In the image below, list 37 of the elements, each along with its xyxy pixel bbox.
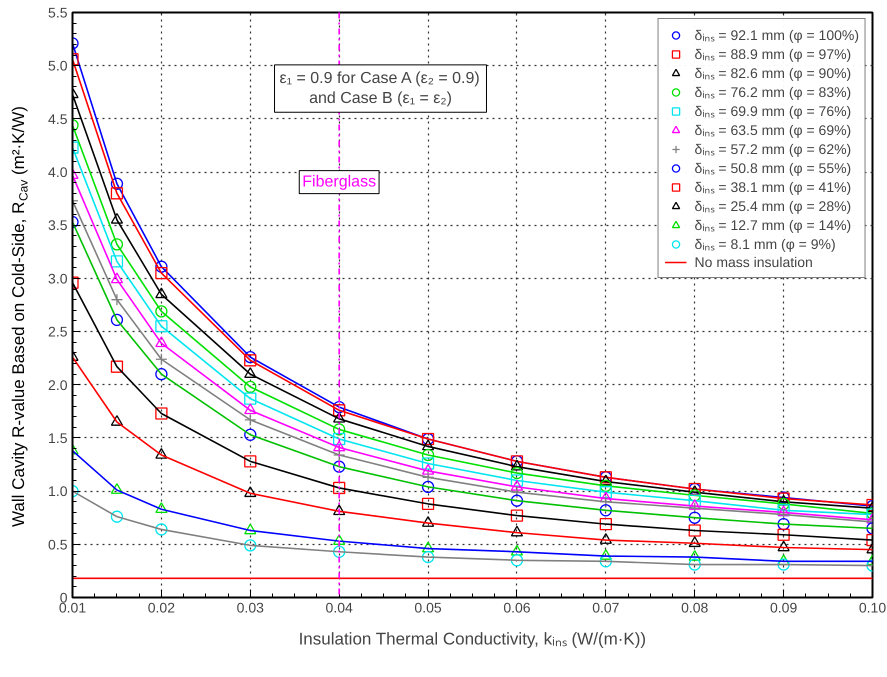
y-tick-label: 1.0 (48, 483, 68, 500)
x-tick-label: 0.10 (858, 600, 886, 616)
legend-label: δᵢₙₛ = 92.1 mm (φ = 100%) (694, 26, 859, 44)
ref-line-label: Fiberglass (302, 174, 376, 191)
legend-label: δᵢₙₛ = 25.4 mm (φ = 28%) (694, 197, 852, 215)
legend-label: δᵢₙₛ = 12.7 mm (φ = 14%) (694, 216, 852, 234)
y-tick-label: 5.0 (48, 58, 68, 74)
y-axis-title: Wall Cavity R-value Based on Cold-Side, RCav (m²·K/W) (9, 106, 30, 527)
x-axis-title: Insulation Thermal Conductivity, kᵢₙₛ (W/(m·K)) (298, 630, 646, 648)
y-tick-label: 4.5 (48, 110, 68, 127)
y-tick-label: 5.5 (48, 4, 68, 20)
legend-label: No mass insulation (694, 253, 813, 271)
legend-label: δᵢₙₛ = 8.1 mm (φ = 9%) (694, 235, 836, 253)
y-tick-label: 0.5 (48, 536, 68, 552)
legend-label: δᵢₙₛ = 82.6 mm (φ = 90%) (694, 64, 852, 82)
annotation: ε₁ = 0.9 for Case A (ε₂ = 0.9) and Case B (ε₁ = ε₂) (280, 70, 480, 108)
y-tick-label: 2.0 (48, 376, 68, 393)
x-tick-label: 0.04 (326, 600, 354, 616)
x-tick-label: 0.02 (148, 600, 176, 616)
x-tick-label: 0.05 (414, 600, 442, 616)
x-tick-label: 0.03 (236, 600, 264, 616)
legend-label: δᵢₙₛ = 63.5 mm (φ = 69%) (694, 121, 852, 139)
legend-label: δᵢₙₛ = 76.2 mm (φ = 83%) (694, 83, 852, 101)
legend-label: δᵢₙₛ = 38.1 mm (φ = 41%) (694, 178, 852, 196)
x-tick-label: 0.07 (592, 600, 620, 616)
y-tick-label: 3.0 (48, 270, 68, 286)
y-tick-label: 4.0 (48, 164, 68, 180)
x-tick-label: 0.06 (503, 600, 531, 616)
y-tick-label: 2.5 (48, 324, 68, 340)
legend-label: δᵢₙₛ = 50.8 mm (φ = 55%) (694, 159, 852, 177)
legend-label: δᵢₙₛ = 69.9 mm (φ = 76%) (694, 102, 852, 120)
legend-label: δᵢₙₛ = 88.9 mm (φ = 97%) (694, 45, 852, 63)
x-tick-label: 0.09 (770, 600, 798, 616)
x-tick-label: 0.08 (681, 600, 709, 616)
y-tick-label: 1.5 (48, 430, 68, 446)
legend-label: δᵢₙₛ = 57.2 mm (φ = 62%) (694, 140, 852, 158)
y-tick-label: 3.5 (48, 217, 68, 234)
